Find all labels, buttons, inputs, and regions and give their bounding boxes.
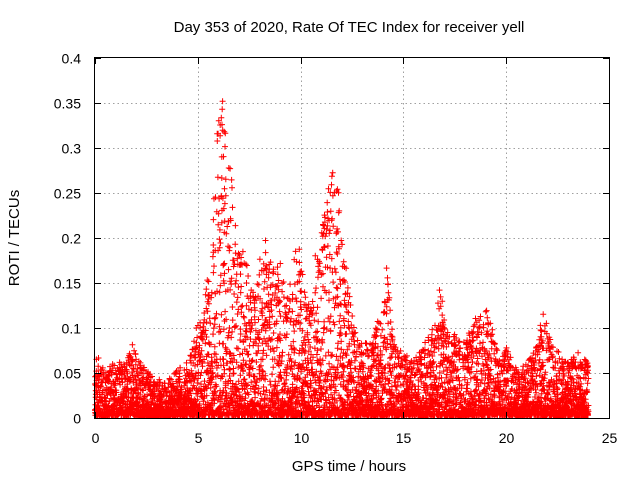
x-axis-ticks: 0 5 10 15 20 25 — [92, 58, 618, 446]
roti-points — [92, 98, 592, 419]
x-tick-label: 15 — [396, 430, 412, 446]
y-tick-label: 0.1 — [62, 321, 82, 337]
y-axis-ticks: 0 0.05 0.1 0.15 0.2 0.25 0.3 0.35 0.4 — [54, 51, 609, 427]
chart-title: Day 353 of 2020, Rate Of TEC Index for r… — [174, 19, 525, 36]
y-tick-label: 0.25 — [54, 186, 81, 202]
x-axis-title: GPS time / hours — [292, 458, 406, 475]
x-tick-label: 10 — [294, 430, 310, 446]
x-tick-label: 0 — [92, 430, 100, 446]
y-tick-label: 0.3 — [62, 141, 82, 157]
x-tick-label: 5 — [195, 430, 203, 446]
y-tick-label: 0.35 — [54, 96, 81, 112]
y-tick-label: 0.15 — [54, 276, 81, 292]
x-tick-label: 20 — [499, 430, 515, 446]
plot-frame — [94, 57, 610, 419]
y-tick-label: 0.05 — [54, 366, 81, 382]
y-tick-label: 0.2 — [62, 231, 82, 247]
x-tick-label: 25 — [602, 430, 618, 446]
grid-lines — [95, 58, 609, 418]
y-tick-label: 0.4 — [62, 51, 82, 67]
y-axis-title: ROTI / TECUs — [6, 190, 23, 286]
y-tick-label: 0 — [73, 411, 81, 427]
data-points — [92, 98, 592, 419]
